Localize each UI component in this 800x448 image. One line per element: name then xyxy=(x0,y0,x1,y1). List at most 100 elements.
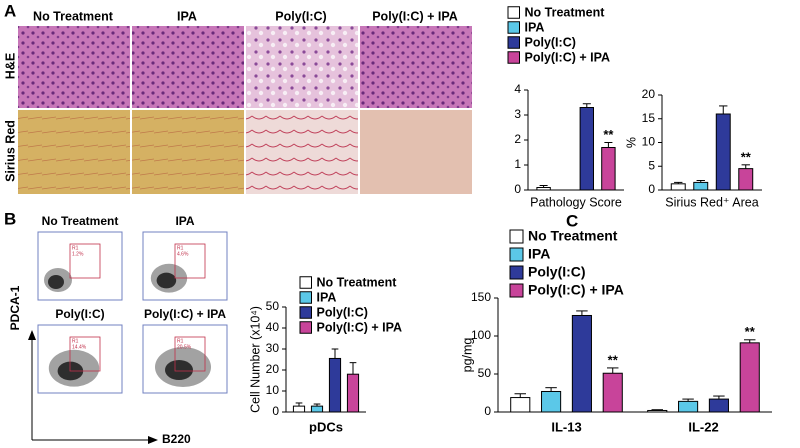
flow-title: IPA xyxy=(175,214,194,228)
legend-swatch xyxy=(509,265,524,280)
y-tick-label: 3 xyxy=(514,107,521,121)
legend-label: No Treatment xyxy=(317,275,398,289)
cell-core xyxy=(48,275,64,289)
legend-label: IPA xyxy=(317,290,337,304)
bar xyxy=(678,400,699,413)
column-label: No Treatment xyxy=(33,9,114,23)
bar xyxy=(328,357,342,413)
gate-name: R1 xyxy=(177,245,184,251)
y-tick-label: 5 xyxy=(648,158,655,172)
legend-swatch xyxy=(509,283,524,298)
micrograph xyxy=(246,26,358,108)
legend-label: Poly(I:C) + IPA xyxy=(528,282,624,298)
x-axis-label: Sirius Red⁺ Area xyxy=(665,195,758,209)
micrograph xyxy=(18,110,130,194)
legend-swatch xyxy=(507,36,520,49)
y-tick-label: 0 xyxy=(272,404,279,418)
legend-label: IPA xyxy=(528,246,550,262)
row-label: H&E xyxy=(3,53,17,79)
legend-label: Poly(I:C) xyxy=(525,35,576,49)
bar xyxy=(601,147,616,191)
significance: ** xyxy=(745,324,756,339)
axis-label: B220 xyxy=(162,432,191,446)
flow-title: Poly(I:C) + IPA xyxy=(144,307,226,321)
legend-label: Poly(I:C) xyxy=(317,305,368,319)
legend-label: No Treatment xyxy=(525,5,606,19)
legend-swatch xyxy=(299,306,312,319)
gate-percent: 20.5% xyxy=(177,344,192,350)
bar xyxy=(579,107,594,191)
bar xyxy=(310,405,324,413)
y-tick-label: 50 xyxy=(266,299,280,313)
y-tick-label: 0 xyxy=(648,182,655,196)
x-tick-label: pDCs xyxy=(309,419,343,434)
bar xyxy=(510,397,531,413)
legend-label: No Treatment xyxy=(528,228,618,244)
legend-swatch xyxy=(509,229,524,244)
micrograph xyxy=(18,26,130,108)
bar xyxy=(536,187,551,191)
arrow-head xyxy=(28,330,36,340)
y-axis-label: pg/mg xyxy=(460,338,474,373)
y-tick-label: 100 xyxy=(471,328,491,342)
y-tick-label: 30 xyxy=(266,341,280,355)
gate-name: R1 xyxy=(72,338,79,344)
x-tick-label: IL-13 xyxy=(551,419,581,434)
panel-label: C xyxy=(566,211,578,230)
y-tick-label: 0 xyxy=(484,404,491,418)
column-label: Poly(I:C) xyxy=(275,9,326,23)
legend-label: IPA xyxy=(525,20,545,34)
significance: ** xyxy=(603,127,614,142)
legend-label: Poly(I:C) + IPA xyxy=(525,50,611,64)
bar xyxy=(346,373,360,413)
x-tick-label: IL-22 xyxy=(688,419,718,434)
legend-swatch xyxy=(299,291,312,304)
y-tick-label: 40 xyxy=(266,320,280,334)
panel-label: A xyxy=(4,1,16,20)
gate-name: R1 xyxy=(72,245,79,251)
bar xyxy=(670,183,686,191)
y-axis-label: Cell Number (x10⁴) xyxy=(248,306,262,413)
gate xyxy=(174,336,206,372)
gate-percent: 1.2% xyxy=(72,251,84,257)
bar xyxy=(292,405,306,413)
bar xyxy=(738,168,754,191)
significance: ** xyxy=(741,149,752,164)
flow-plots: No TreatmentR11.2%IPAR14.6%Poly(I:C)R114… xyxy=(37,214,228,394)
gate-name: R1 xyxy=(177,338,184,344)
flow-title: No Treatment xyxy=(42,214,119,228)
y-axis-label: % xyxy=(624,137,638,148)
bar xyxy=(739,342,760,413)
bar xyxy=(602,372,623,413)
gate xyxy=(69,336,101,372)
flow-title: Poly(I:C) xyxy=(55,307,104,321)
bar xyxy=(708,398,729,413)
micrograph xyxy=(360,26,472,108)
micrograph xyxy=(246,110,358,194)
micrograph xyxy=(360,110,472,194)
bar xyxy=(715,113,731,191)
row-label: Sirius Red xyxy=(3,120,17,182)
column-label: Poly(I:C) + IPA xyxy=(372,9,458,23)
legend-swatch xyxy=(507,6,520,19)
gate-percent: 4.6% xyxy=(177,251,189,257)
legend-swatch xyxy=(299,276,312,289)
y-tick-label: 1 xyxy=(514,157,521,171)
bar xyxy=(541,390,562,413)
legend-swatch xyxy=(509,247,524,262)
axis-label: PDCA-1 xyxy=(8,285,22,330)
y-tick-label: 20 xyxy=(266,362,280,376)
legend-swatch xyxy=(507,51,520,64)
micrograph xyxy=(132,26,244,108)
panel-label: B xyxy=(4,209,16,228)
y-tick-label: 50 xyxy=(478,366,492,380)
y-tick-label: 4 xyxy=(514,82,521,96)
flow-frame xyxy=(142,231,228,301)
arrow-head xyxy=(148,436,158,444)
y-tick-label: 0 xyxy=(514,182,521,196)
bar xyxy=(571,314,592,413)
column-label: IPA xyxy=(177,9,197,23)
y-tick-label: 150 xyxy=(471,290,491,304)
legend-label: Poly(I:C) + IPA xyxy=(317,320,403,334)
